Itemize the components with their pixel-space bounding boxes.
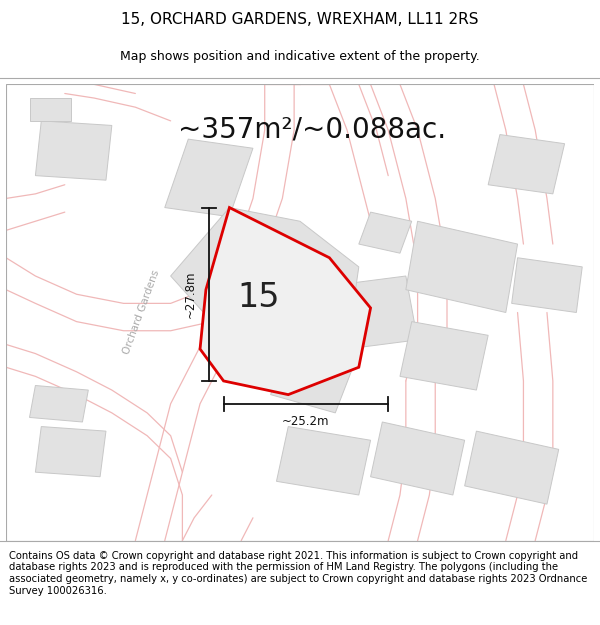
Polygon shape	[224, 258, 323, 340]
Polygon shape	[464, 431, 559, 504]
Text: Contains OS data © Crown copyright and database right 2021. This information is : Contains OS data © Crown copyright and d…	[9, 551, 587, 596]
Text: ~27.8m: ~27.8m	[184, 271, 197, 318]
Polygon shape	[224, 258, 300, 331]
Polygon shape	[406, 221, 518, 312]
Polygon shape	[200, 208, 371, 394]
Text: Orchard Gardens: Orchard Gardens	[121, 269, 161, 356]
Text: ~357m²/~0.088ac.: ~357m²/~0.088ac.	[178, 116, 446, 144]
Polygon shape	[512, 258, 582, 312]
Polygon shape	[35, 121, 112, 180]
Polygon shape	[271, 349, 353, 413]
Polygon shape	[35, 426, 106, 477]
Polygon shape	[277, 426, 371, 495]
Polygon shape	[488, 134, 565, 194]
Text: 15, ORCHARD GARDENS, WREXHAM, LL11 2RS: 15, ORCHARD GARDENS, WREXHAM, LL11 2RS	[121, 12, 479, 27]
Polygon shape	[29, 386, 88, 422]
Text: 15: 15	[238, 281, 280, 314]
Polygon shape	[165, 139, 253, 217]
Polygon shape	[170, 208, 359, 368]
Text: Map shows position and indicative extent of the property.: Map shows position and indicative extent…	[120, 50, 480, 62]
Polygon shape	[29, 98, 71, 121]
Polygon shape	[335, 276, 418, 349]
Polygon shape	[359, 212, 412, 253]
Text: ~25.2m: ~25.2m	[282, 415, 329, 428]
Polygon shape	[371, 422, 464, 495]
Polygon shape	[400, 322, 488, 390]
